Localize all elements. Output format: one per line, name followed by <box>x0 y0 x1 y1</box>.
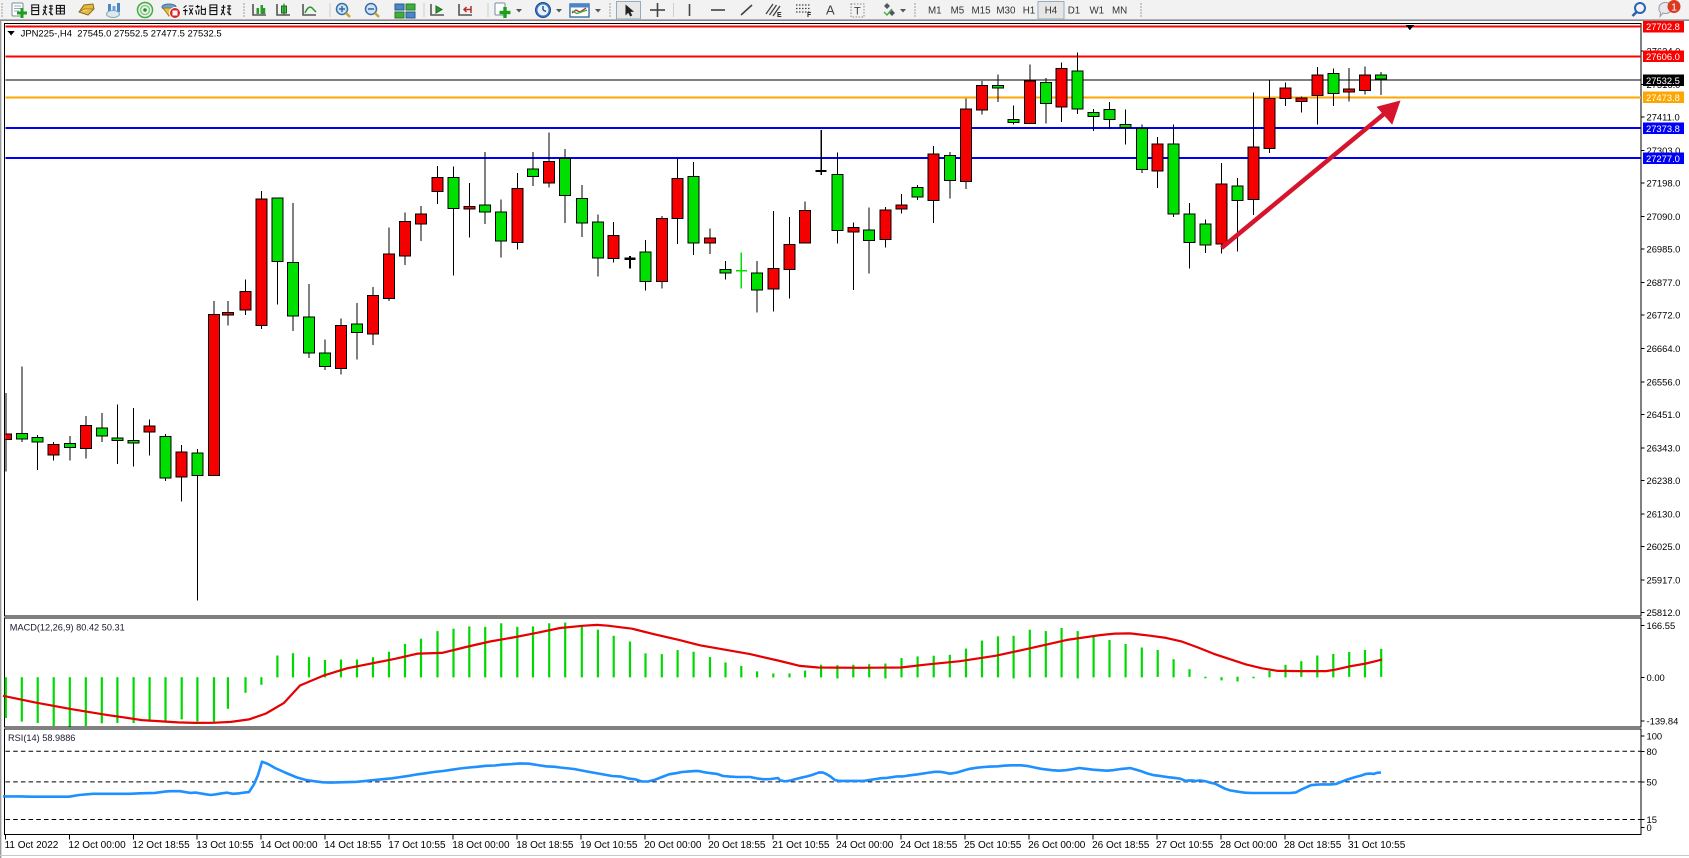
svg-text:14 Oct 00:00: 14 Oct 00:00 <box>260 840 318 851</box>
svg-text:27373.8: 27373.8 <box>1646 123 1680 134</box>
svg-text:18 Oct 00:00: 18 Oct 00:00 <box>452 840 510 851</box>
svg-text:26343.0: 26343.0 <box>1647 442 1681 453</box>
svg-text:15: 15 <box>1647 814 1657 825</box>
svg-text:13 Oct 10:55: 13 Oct 10:55 <box>196 840 254 851</box>
svg-text:H1: H1 <box>1023 6 1036 17</box>
svg-text:18 Oct 18:55: 18 Oct 18:55 <box>516 840 574 851</box>
svg-text:F: F <box>807 12 812 19</box>
svg-text:26877.0: 26877.0 <box>1647 277 1681 288</box>
svg-text:27411.0: 27411.0 <box>1647 111 1680 122</box>
svg-text:-139.84: -139.84 <box>1647 715 1679 726</box>
svg-text:26 Oct 18:55: 26 Oct 18:55 <box>1092 840 1150 851</box>
svg-text:50: 50 <box>1647 776 1657 787</box>
svg-text:0.00: 0.00 <box>1647 672 1665 683</box>
svg-text:28 Oct 00:00: 28 Oct 00:00 <box>1220 840 1278 851</box>
svg-text:11 Oct 2022: 11 Oct 2022 <box>5 840 59 851</box>
svg-text:24 Oct 18:55: 24 Oct 18:55 <box>900 840 958 851</box>
svg-text:MN: MN <box>1112 6 1127 17</box>
svg-text:E: E <box>777 12 782 19</box>
svg-text:27303.0: 27303.0 <box>1647 145 1681 156</box>
svg-text:26664.0: 26664.0 <box>1647 343 1681 354</box>
svg-text:M5: M5 <box>951 6 965 17</box>
svg-text:JPN225-,H4 27545.0 27552.5 27: JPN225-,H4 27545.0 27552.5 27477.5 27532… <box>21 28 222 39</box>
svg-text:RSI(14) 58.9886: RSI(14) 58.9886 <box>8 733 75 743</box>
svg-text:31 Oct 10:55: 31 Oct 10:55 <box>1348 840 1406 851</box>
svg-text:27198.0: 27198.0 <box>1647 177 1681 188</box>
svg-text:D1: D1 <box>1068 6 1081 17</box>
svg-text:T: T <box>854 6 861 18</box>
svg-text:A: A <box>826 3 835 18</box>
svg-text:27702.8: 27702.8 <box>1646 21 1680 32</box>
svg-text:H4: H4 <box>1045 6 1058 17</box>
svg-text:21 Oct 10:55: 21 Oct 10:55 <box>772 840 830 851</box>
svg-text:12 Oct 18:55: 12 Oct 18:55 <box>132 840 190 851</box>
svg-text:27090.0: 27090.0 <box>1647 211 1681 222</box>
svg-text:26556.0: 26556.0 <box>1647 376 1681 387</box>
svg-text:26772.0: 26772.0 <box>1647 309 1681 320</box>
svg-text:26025.0: 26025.0 <box>1647 541 1681 552</box>
svg-text:M1: M1 <box>928 6 942 17</box>
svg-text:28 Oct 18:55: 28 Oct 18:55 <box>1284 840 1342 851</box>
svg-text:25812.0: 25812.0 <box>1647 607 1681 618</box>
svg-text:27532.5: 27532.5 <box>1646 75 1680 86</box>
svg-text:26451.0: 26451.0 <box>1647 409 1681 420</box>
svg-text:27 Oct 10:55: 27 Oct 10:55 <box>1156 840 1214 851</box>
svg-text:14 Oct 18:55: 14 Oct 18:55 <box>324 840 382 851</box>
svg-text:W1: W1 <box>1089 6 1104 17</box>
svg-text:26 Oct 00:00: 26 Oct 00:00 <box>1028 840 1086 851</box>
svg-text:20 Oct 00:00: 20 Oct 00:00 <box>644 840 702 851</box>
svg-text:100: 100 <box>1647 731 1663 742</box>
svg-text:26985.0: 26985.0 <box>1647 243 1681 254</box>
svg-text:19 Oct 10:55: 19 Oct 10:55 <box>580 840 638 851</box>
svg-text:26130.0: 26130.0 <box>1647 508 1681 519</box>
svg-text:166.55: 166.55 <box>1647 620 1676 631</box>
svg-text:17 Oct 10:55: 17 Oct 10:55 <box>388 840 446 851</box>
svg-text:12 Oct 00:00: 12 Oct 00:00 <box>68 840 126 851</box>
svg-text:0: 0 <box>1647 822 1652 833</box>
svg-text:M30: M30 <box>996 6 1016 17</box>
svg-text:27606.0: 27606.0 <box>1646 51 1680 62</box>
svg-text:1: 1 <box>1671 2 1677 14</box>
svg-text:26238.0: 26238.0 <box>1647 475 1681 486</box>
svg-text:25917.0: 25917.0 <box>1647 574 1681 585</box>
svg-text:27473.8: 27473.8 <box>1646 92 1680 103</box>
svg-text:M15: M15 <box>971 6 991 17</box>
svg-text:80: 80 <box>1647 746 1657 757</box>
svg-text:25 Oct 10:55: 25 Oct 10:55 <box>964 840 1022 851</box>
svg-text:20 Oct 18:55: 20 Oct 18:55 <box>708 840 766 851</box>
svg-text:MACD(12,26,9) 80.42 50.31: MACD(12,26,9) 80.42 50.31 <box>10 623 125 633</box>
svg-text:24 Oct 00:00: 24 Oct 00:00 <box>836 840 894 851</box>
svg-text:27277.0: 27277.0 <box>1646 153 1680 164</box>
